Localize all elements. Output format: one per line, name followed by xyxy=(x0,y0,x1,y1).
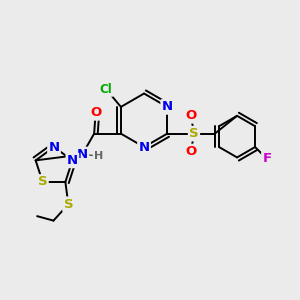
Text: Cl: Cl xyxy=(100,82,112,96)
Text: H: H xyxy=(94,151,103,161)
Text: O: O xyxy=(90,106,101,119)
Text: N: N xyxy=(139,140,150,154)
Text: S: S xyxy=(64,198,73,211)
Text: S: S xyxy=(189,127,199,140)
Text: S: S xyxy=(38,176,47,188)
Text: N: N xyxy=(162,100,173,113)
Text: O: O xyxy=(185,109,197,122)
Text: N: N xyxy=(67,154,78,167)
Text: O: O xyxy=(185,145,197,158)
Text: N: N xyxy=(77,148,88,161)
Text: F: F xyxy=(262,152,272,165)
Text: N: N xyxy=(49,140,60,154)
